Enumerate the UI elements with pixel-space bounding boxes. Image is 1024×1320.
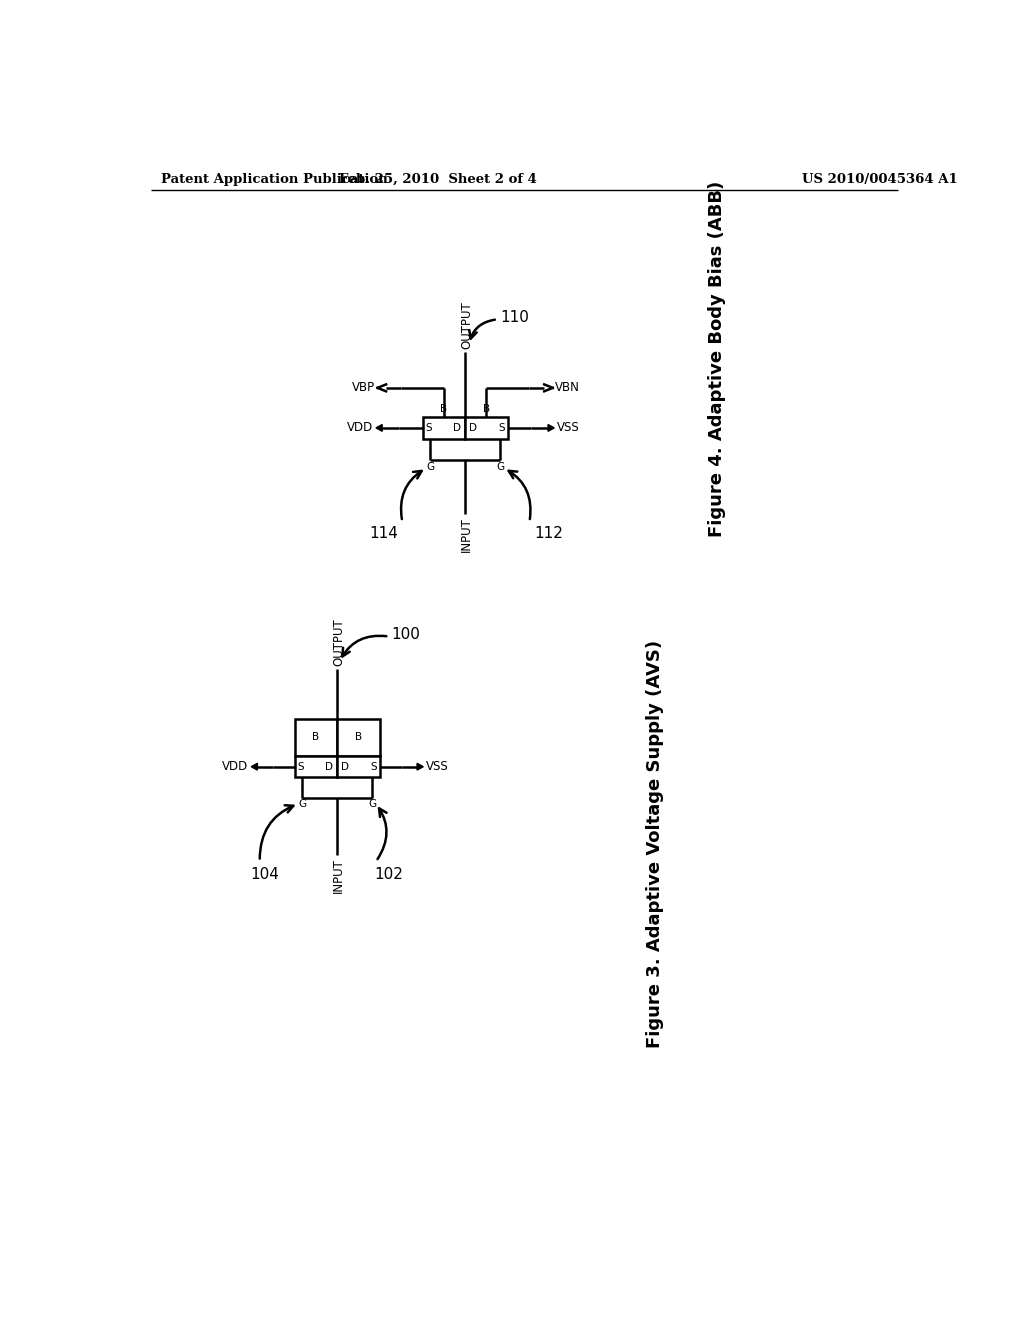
Text: 112: 112 — [535, 525, 563, 541]
Text: 114: 114 — [369, 525, 397, 541]
Text: Figure 4. Adaptive Body Bias (ABB): Figure 4. Adaptive Body Bias (ABB) — [708, 181, 726, 537]
Text: 102: 102 — [375, 867, 403, 882]
Text: 110: 110 — [500, 309, 528, 325]
Text: B: B — [483, 404, 490, 414]
Text: D: D — [454, 422, 461, 433]
Text: Patent Application Publication: Patent Application Publication — [161, 173, 387, 186]
Text: 104: 104 — [251, 867, 280, 882]
Text: B: B — [355, 733, 362, 742]
Text: Figure 3. Adaptive Voltage Supply (AVS): Figure 3. Adaptive Voltage Supply (AVS) — [646, 640, 664, 1048]
Bar — [295, 756, 337, 777]
Bar — [337, 719, 380, 756]
Text: INPUT: INPUT — [460, 517, 473, 552]
Text: S: S — [370, 762, 377, 772]
Bar — [423, 417, 465, 438]
Text: VBN: VBN — [555, 381, 580, 395]
Bar — [465, 417, 508, 438]
Text: B: B — [312, 733, 319, 742]
Text: D: D — [341, 762, 349, 772]
Text: Feb. 25, 2010  Sheet 2 of 4: Feb. 25, 2010 Sheet 2 of 4 — [339, 173, 537, 186]
Text: S: S — [426, 422, 432, 433]
Text: INPUT: INPUT — [333, 858, 345, 894]
Polygon shape — [417, 763, 423, 770]
Text: G: G — [496, 462, 504, 471]
Text: B: B — [440, 404, 447, 414]
Bar — [337, 756, 380, 777]
Text: VSS: VSS — [426, 760, 450, 774]
Polygon shape — [548, 425, 554, 432]
Text: 100: 100 — [391, 627, 421, 642]
Text: VDD: VDD — [347, 421, 373, 434]
Text: US 2010/0045364 A1: US 2010/0045364 A1 — [802, 173, 958, 186]
Text: G: G — [426, 462, 434, 471]
Text: G: G — [368, 799, 376, 809]
Text: OUTPUT: OUTPUT — [333, 618, 345, 665]
Text: VDD: VDD — [222, 760, 248, 774]
Text: VSS: VSS — [557, 421, 581, 434]
Text: S: S — [498, 422, 505, 433]
Polygon shape — [251, 763, 257, 770]
Polygon shape — [376, 425, 382, 432]
Text: G: G — [298, 799, 306, 809]
Text: VBP: VBP — [352, 381, 375, 395]
Text: D: D — [326, 762, 334, 772]
Bar — [295, 719, 337, 756]
Text: D: D — [469, 422, 477, 433]
Text: OUTPUT: OUTPUT — [460, 301, 473, 348]
Text: S: S — [298, 762, 304, 772]
